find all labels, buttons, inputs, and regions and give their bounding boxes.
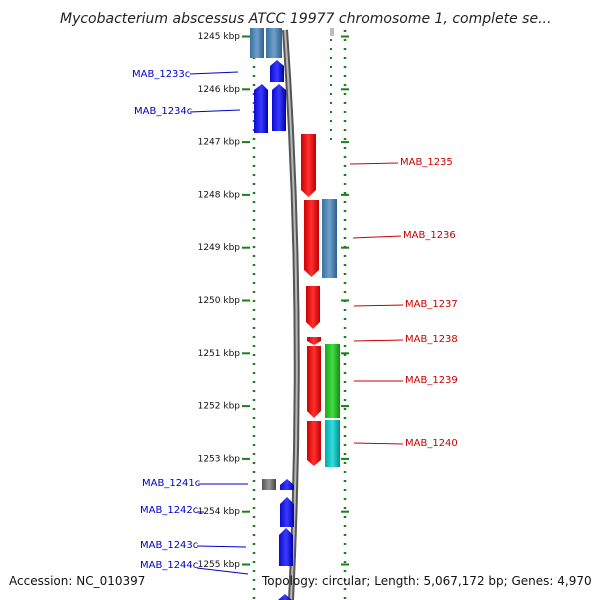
gene-arrow-mab-1234c-a[interactable] bbox=[254, 84, 268, 133]
gene-leader-line bbox=[349, 162, 399, 165]
gene-leader-line bbox=[353, 339, 404, 342]
top-gray-feature bbox=[330, 28, 334, 36]
gene-block-mab-1241c-gray[interactable] bbox=[262, 479, 276, 490]
gene-label[interactable]: MAB_1236 bbox=[403, 230, 456, 241]
gene-block-mab-1236-steel[interactable] bbox=[322, 199, 337, 278]
tick-label: 1254 kbp bbox=[198, 507, 241, 517]
tick-label: 1251 kbp bbox=[198, 349, 241, 359]
gene-label[interactable]: MAB_1233c bbox=[132, 69, 190, 80]
gene-label[interactable]: MAB_1239 bbox=[405, 375, 458, 386]
map-title: Mycobacterium abscessus ATCC 19977 chrom… bbox=[60, 11, 551, 27]
gene-label[interactable]: MAB_1243c bbox=[140, 540, 198, 551]
gene-arrow-mab-1233c-a[interactable] bbox=[270, 60, 284, 82]
tick-label: 1253 kbp bbox=[198, 454, 241, 464]
gene-arrow-mab-1235[interactable] bbox=[301, 134, 316, 197]
tick-label: 1252 kbp bbox=[198, 402, 241, 412]
gene-leader-line bbox=[352, 235, 402, 239]
gene-leader-line bbox=[196, 567, 249, 575]
feature-steel-top-right bbox=[266, 28, 282, 58]
gene-leader-line bbox=[189, 71, 239, 75]
tick-group: 1245 kbp 1246 kbp 1247 kbp 1248 kbp 1249 kbp… bbox=[198, 32, 349, 570]
gene-block-mab-1240-cyan[interactable] bbox=[325, 420, 340, 467]
topology-text: Topology: circular; Length: 5,067,172 bp… bbox=[262, 574, 592, 588]
gene-arrow-mab-1234c-b[interactable] bbox=[272, 84, 286, 131]
gene-label[interactable]: MAB_1242c bbox=[140, 505, 198, 516]
gene-block-mab-1239-green[interactable] bbox=[325, 344, 340, 418]
gene-arrow-mab-1244c[interactable] bbox=[278, 594, 292, 600]
tick-label: 1248 kbp bbox=[198, 190, 241, 200]
gene-arrow-mab-1243c[interactable] bbox=[279, 528, 293, 566]
gene-arrow-mab-1238[interactable] bbox=[307, 337, 321, 345]
gene-arrow-mab-1242c[interactable] bbox=[280, 497, 294, 527]
gene-label[interactable]: MAB_1234c bbox=[134, 106, 192, 117]
gene-leader-line bbox=[189, 109, 241, 113]
gene-leader-line bbox=[353, 304, 404, 307]
tick-label: 1255 kbp bbox=[198, 560, 241, 570]
accession-text: Accession: NC_010397 bbox=[9, 574, 146, 588]
gene-label[interactable]: MAB_1237 bbox=[405, 299, 458, 310]
tick-label: 1247 kbp bbox=[198, 138, 241, 148]
gene-arrow-mab-1241c[interactable] bbox=[280, 479, 294, 490]
gene-label[interactable]: MAB_1244c bbox=[140, 560, 198, 571]
gene-arrow-mab-1239-red[interactable] bbox=[307, 346, 321, 418]
tick-label: 1250 kbp bbox=[198, 296, 241, 306]
tick-label: 1246 kbp bbox=[198, 85, 241, 95]
gene-arrow-mab-1237[interactable] bbox=[306, 286, 320, 329]
gene-arrow-mab-1236-red[interactable] bbox=[304, 200, 319, 277]
feature-steel-top-left bbox=[250, 28, 264, 58]
gene-label[interactable]: MAB_1241c bbox=[142, 478, 200, 489]
gene-label-group: MAB_1233c MAB_1234c MAB_1235 MAB_1236 MAB_12… bbox=[132, 69, 458, 575]
gene-label[interactable]: MAB_1238 bbox=[405, 334, 458, 345]
gene-leader-line bbox=[196, 545, 247, 548]
gene-label[interactable]: MAB_1235 bbox=[400, 157, 453, 168]
gene-label[interactable]: MAB_1240 bbox=[405, 438, 458, 449]
gene-leader-line bbox=[353, 442, 404, 445]
tick-label: 1249 kbp bbox=[198, 243, 241, 253]
tick-label: 1245 kbp bbox=[198, 32, 241, 42]
gene-arrow-mab-1240-red[interactable] bbox=[307, 421, 321, 466]
